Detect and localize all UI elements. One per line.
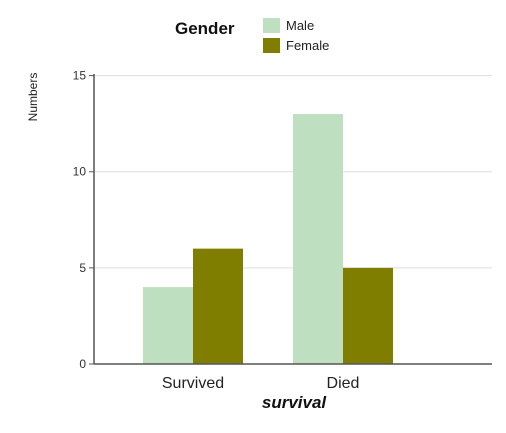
bar-male-died: [293, 114, 343, 364]
y-ticks: 0 5 10 15: [73, 69, 94, 371]
legend-swatch-female: [263, 38, 280, 53]
axes: [93, 74, 492, 365]
bar-female-died: [343, 267, 393, 364]
y-tick-label: 5: [79, 261, 86, 275]
y-axis-title: Numbers: [26, 73, 40, 122]
bar-female-survived: [193, 248, 243, 364]
legend-items: Male Female: [263, 18, 329, 53]
y-tick-label: 0: [79, 357, 86, 371]
legend: Gender Male Female: [175, 18, 329, 53]
x-category-labels: Survived Died: [162, 375, 360, 392]
legend-label-female: Female: [286, 38, 329, 53]
x-axis-title: survival: [262, 393, 328, 412]
legend-label-male: Male: [286, 18, 314, 33]
y-tick-label: 15: [73, 69, 87, 83]
legend-title: Gender: [175, 19, 235, 38]
legend-swatch-male: [263, 18, 280, 33]
x-category-label: Survived: [162, 375, 224, 392]
bars: [143, 114, 393, 364]
x-category-label: Died: [327, 375, 360, 392]
bar-male-survived: [143, 287, 193, 364]
y-tick-label: 10: [73, 165, 87, 179]
